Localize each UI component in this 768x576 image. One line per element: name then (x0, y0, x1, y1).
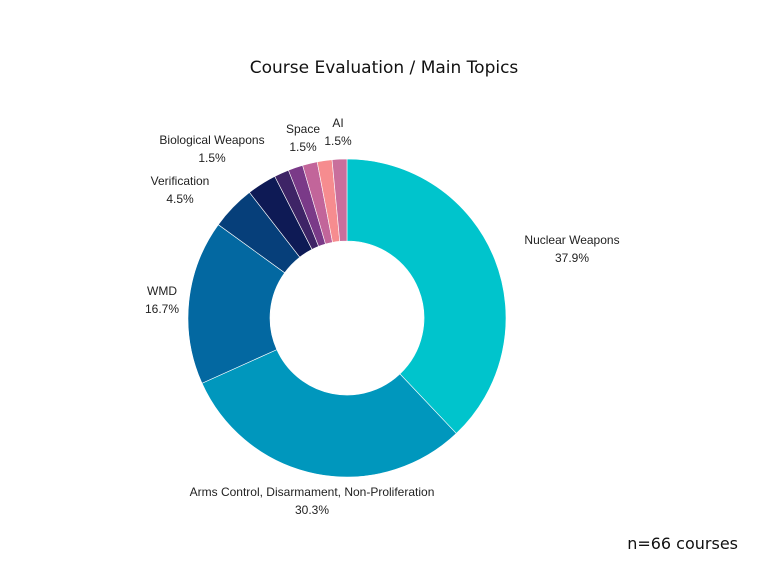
slice-label: Biological Weapons (159, 133, 264, 147)
slice-label: Verification (151, 174, 210, 188)
slice-value-label: 1.5% (198, 151, 226, 165)
slice-value-label: 1.5% (324, 134, 352, 148)
slice-nuclear-weapons (346, 158, 507, 434)
donut-slices (187, 158, 507, 478)
slice-label: AI (332, 116, 343, 130)
slice-label: WMD (147, 284, 177, 298)
slice-value-label: 16.7% (145, 302, 179, 316)
slice-value-label: 30.3% (295, 503, 329, 517)
slice-value-label: 1.5% (289, 140, 317, 154)
slice-value-label: 4.5% (166, 192, 194, 206)
sample-size-note: n=66 courses (627, 534, 738, 553)
slice-labels: Nuclear Weapons 37.9% Arms Control, Disarm… (145, 116, 620, 517)
slice-arms-control-disarmament-non-proliferation (201, 349, 457, 478)
slice-ai (331, 158, 348, 242)
chart-title: Course Evaluation / Main Topics (249, 58, 519, 78)
slice-label: Arms Control, Disarmament, Non-Prolifera… (190, 485, 435, 499)
slice-label: Space (286, 122, 320, 136)
slice-value-label: 37.9% (555, 251, 589, 265)
slice-label: Nuclear Weapons (524, 233, 619, 247)
